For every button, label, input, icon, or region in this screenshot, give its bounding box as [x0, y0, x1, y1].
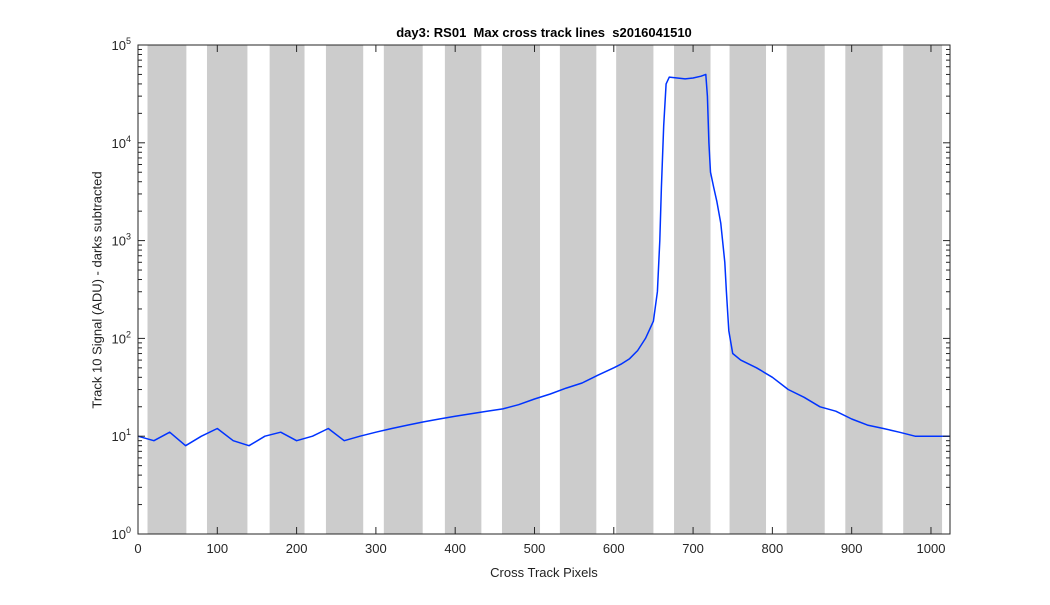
shaded-band	[786, 45, 825, 534]
shaded-band	[325, 45, 364, 534]
x-tick-label: 800	[762, 541, 784, 556]
x-tick-label: 400	[444, 541, 466, 556]
x-tick-label: 200	[286, 541, 308, 556]
shaded-band	[616, 45, 654, 534]
x-tick-label: 700	[682, 541, 704, 556]
x-tick-label: 100	[206, 541, 228, 556]
shaded-band	[903, 45, 943, 534]
shaded-band	[269, 45, 305, 534]
x-tick-label: 500	[524, 541, 546, 556]
x-tick-label: 600	[603, 541, 625, 556]
chart-title: day3: RS01 Max cross track lines s201604…	[396, 25, 692, 40]
x-tick-label: 1000	[917, 541, 946, 556]
shaded-band	[674, 45, 711, 534]
y-tick-label: 105	[112, 36, 131, 53]
shaded-band	[383, 45, 423, 534]
y-tick-label: 100	[112, 525, 131, 542]
shaded-band	[206, 45, 248, 534]
y-tick-label: 104	[112, 134, 131, 151]
series-line	[137, 73, 950, 447]
plot-background	[138, 45, 950, 534]
y-tick-label: 101	[112, 427, 131, 444]
shaded-band	[501, 45, 541, 534]
y-tick-label: 103	[112, 232, 131, 249]
x-tick-label: 0	[134, 541, 141, 556]
shaded-band	[559, 45, 597, 534]
y-tick-label: 102	[112, 329, 131, 346]
shaded-band	[729, 45, 767, 534]
x-tick-label: 300	[365, 541, 387, 556]
y-axis-label: Track 10 Signal (ADU) - darks subtracted	[89, 171, 105, 409]
shaded-band	[444, 45, 482, 534]
shaded-band	[845, 45, 883, 534]
shaded-band	[147, 45, 187, 534]
x-tick-label: 900	[841, 541, 863, 556]
axes-box	[137, 44, 951, 535]
x-axis-label: Cross Track Pixels	[490, 565, 598, 580]
